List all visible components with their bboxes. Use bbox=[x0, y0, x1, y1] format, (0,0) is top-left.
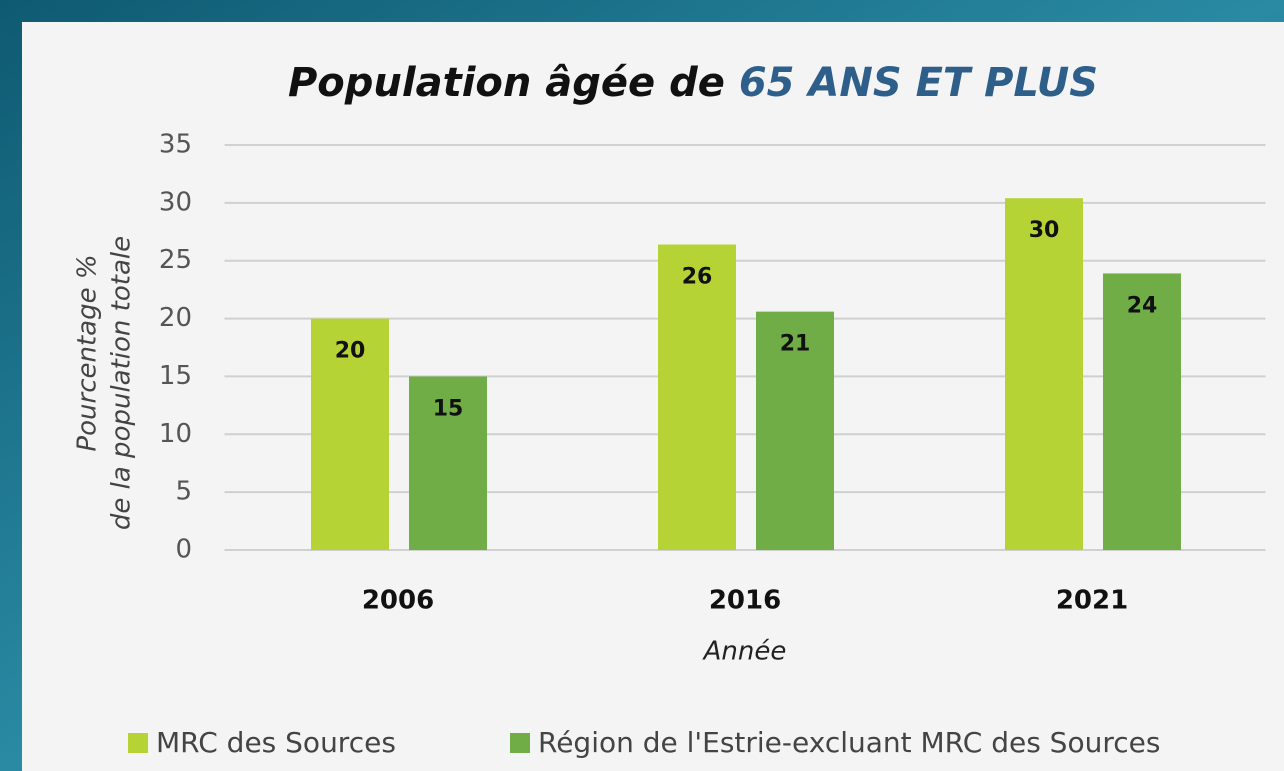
data-label: 30 bbox=[1029, 218, 1060, 243]
data-label: 20 bbox=[335, 339, 366, 364]
y-tick-label: 5 bbox=[175, 477, 192, 507]
y-tick-label: 35 bbox=[159, 130, 192, 160]
x-axis-label: Année bbox=[702, 637, 787, 667]
data-label: 26 bbox=[682, 265, 713, 290]
y-tick-label: 0 bbox=[175, 535, 192, 565]
y-tick-label: 10 bbox=[159, 419, 192, 449]
y-tick-label: 30 bbox=[159, 187, 192, 217]
bar bbox=[756, 311, 834, 550]
x-tick-label: 2006 bbox=[362, 586, 434, 616]
bar bbox=[409, 376, 487, 550]
title-highlight: 65 ANS ET PLUS bbox=[739, 60, 1098, 106]
legend-swatch bbox=[128, 733, 148, 753]
legend-label: Région de l'Estrie-excluant MRC des Sour… bbox=[538, 726, 1160, 759]
y-tick-label: 15 bbox=[159, 361, 192, 391]
y-axis-label: Pourcentage % bbox=[73, 254, 103, 451]
bar bbox=[1103, 273, 1181, 550]
x-tick-label: 2021 bbox=[1056, 586, 1128, 616]
bar bbox=[658, 244, 736, 550]
y-axis-label: de la population totale bbox=[107, 236, 137, 530]
data-label: 15 bbox=[433, 396, 464, 421]
data-label: 21 bbox=[780, 332, 811, 357]
panel bbox=[22, 22, 1284, 771]
y-tick-label: 25 bbox=[159, 245, 192, 275]
bar bbox=[311, 318, 389, 550]
legend-swatch bbox=[510, 733, 530, 753]
chart-title: Population âgée de 65 ANS ET PLUS bbox=[288, 60, 1098, 106]
data-label: 24 bbox=[1127, 293, 1158, 318]
bar bbox=[1005, 198, 1083, 550]
title-main: Population âgée de bbox=[288, 60, 725, 106]
legend-label: MRC des Sources bbox=[156, 726, 396, 759]
x-tick-label: 2016 bbox=[709, 586, 781, 616]
y-tick-label: 20 bbox=[159, 303, 192, 333]
